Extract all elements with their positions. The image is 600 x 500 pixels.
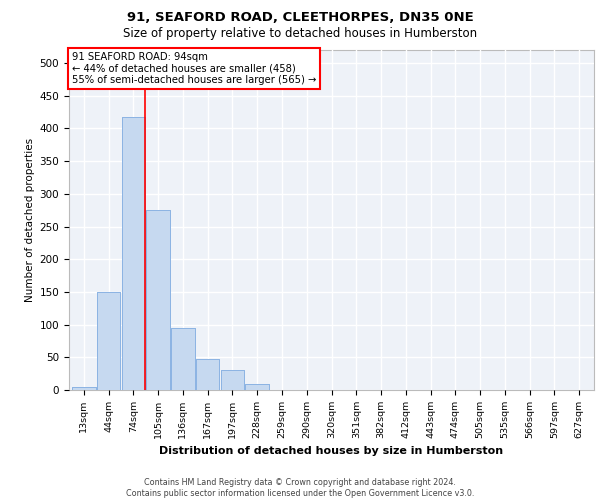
Bar [196,358,220,390]
Bar [72,386,95,390]
Bar [146,210,170,390]
X-axis label: Distribution of detached houses by size in Humberston: Distribution of detached houses by size … [160,446,503,456]
Bar [97,292,121,390]
Bar [122,116,145,390]
Text: 91, SEAFORD ROAD, CLEETHORPES, DN35 0NE: 91, SEAFORD ROAD, CLEETHORPES, DN35 0NE [127,11,473,24]
Text: Size of property relative to detached houses in Humberston: Size of property relative to detached ho… [123,28,477,40]
Text: Contains HM Land Registry data © Crown copyright and database right 2024.
Contai: Contains HM Land Registry data © Crown c… [126,478,474,498]
Text: 91 SEAFORD ROAD: 94sqm
← 44% of detached houses are smaller (458)
55% of semi-de: 91 SEAFORD ROAD: 94sqm ← 44% of detached… [71,52,316,85]
Bar [196,358,220,390]
Bar [245,384,269,390]
Bar [72,386,95,390]
Bar [146,210,170,390]
Bar [97,292,121,390]
Bar [221,370,244,390]
Y-axis label: Number of detached properties: Number of detached properties [25,138,35,302]
Bar [245,384,269,390]
Bar [221,370,244,390]
Bar [171,328,194,390]
Bar [122,116,145,390]
Bar [171,328,194,390]
